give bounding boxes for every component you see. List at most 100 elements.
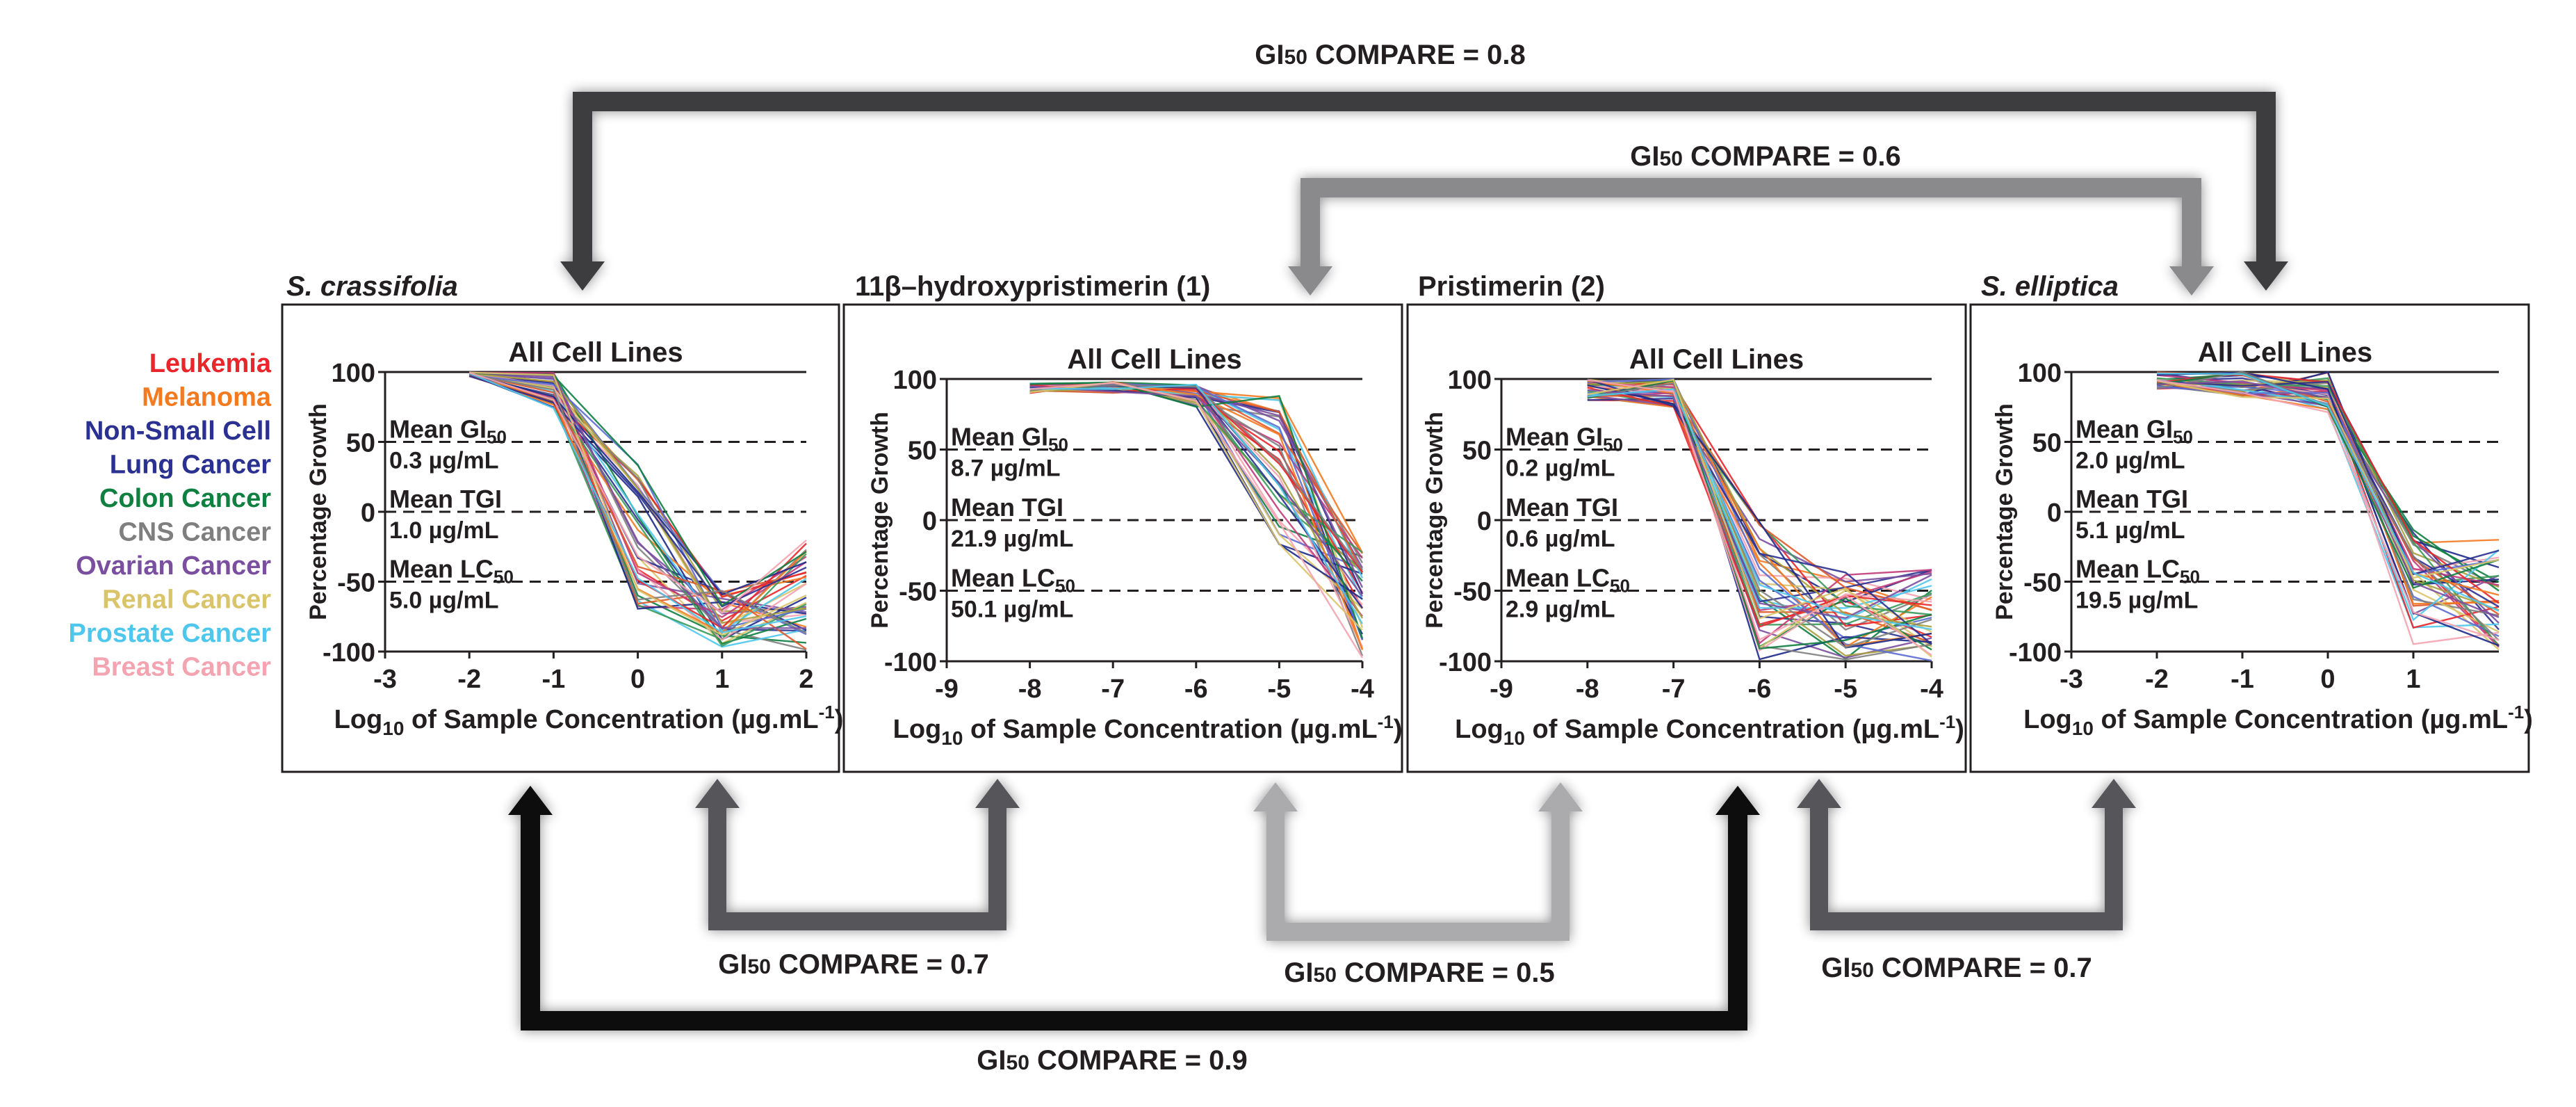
y-tick-label: 50 bbox=[2032, 429, 2062, 458]
x-tick-label: 0 bbox=[2320, 665, 2335, 694]
legend-item: Ovarian Cancer bbox=[76, 551, 271, 581]
x-axis-label: Log10 of Sample Concentration (µg.mL-1) bbox=[1455, 711, 1964, 749]
series-group bbox=[1029, 380, 1364, 658]
compare-label: GI50 COMPARE = 0.7 bbox=[1821, 953, 2092, 983]
cell-line-series bbox=[1587, 394, 1932, 583]
x-tick-label: -8 bbox=[1018, 674, 1042, 704]
cell-line-series bbox=[1029, 383, 1364, 624]
cell-line-series bbox=[2156, 380, 2500, 576]
x-tick-label: 0 bbox=[630, 665, 645, 694]
cell-line-series bbox=[1587, 389, 1932, 620]
cell-line-series bbox=[468, 371, 807, 614]
x-tick-label: 2 bbox=[799, 665, 813, 694]
series-group bbox=[2156, 371, 2500, 651]
y-tick-label: 0 bbox=[922, 507, 937, 536]
x-tick-label: 1 bbox=[715, 665, 729, 694]
annotation-name: Mean LC50 bbox=[2076, 555, 2200, 588]
legend-item: CNS Cancer bbox=[118, 518, 271, 547]
annotation-name: Mean LC50 bbox=[1506, 564, 1630, 597]
x-tick-label: -7 bbox=[1662, 674, 1686, 704]
chart-title: All Cell Lines bbox=[1067, 344, 1241, 375]
y-tick-label: 0 bbox=[361, 499, 375, 528]
annotation-value: 0.6 µg/mL bbox=[1506, 526, 1615, 552]
cell-line-series bbox=[468, 373, 807, 650]
legend-item: Prostate Cancer bbox=[69, 619, 272, 648]
compare-label: GI50 COMPARE = 0.5 bbox=[1284, 957, 1554, 988]
x-tick-label: -9 bbox=[935, 674, 959, 704]
cell-line-series bbox=[2156, 372, 2500, 612]
compare-arrow bbox=[1797, 779, 2136, 930]
annotation-name: Mean TGI bbox=[951, 493, 1063, 522]
x-tick-label: -6 bbox=[1748, 674, 1772, 704]
cell-line-series bbox=[1587, 379, 1932, 656]
annotation-value: 50.1 µg/mL bbox=[951, 597, 1073, 623]
y-tick-label: 100 bbox=[332, 359, 375, 388]
panel-label: S. elliptica bbox=[1981, 271, 2119, 302]
panel-label: 11β–hydroxypristimerin (1) bbox=[855, 271, 1210, 302]
panel-label: S. crassifolia bbox=[286, 271, 458, 302]
x-tick-label: -4 bbox=[1351, 674, 1374, 704]
chart-title: All Cell Lines bbox=[2198, 337, 2372, 368]
y-axis-label: Percentage Growth bbox=[867, 412, 893, 629]
legend-item: Renal Cancer bbox=[102, 585, 271, 615]
y-tick-label: -100 bbox=[884, 648, 937, 677]
annotation-value: 8.7 µg/mL bbox=[951, 455, 1061, 482]
x-tick-label: -9 bbox=[1490, 674, 1513, 704]
y-tick-label: -100 bbox=[2009, 638, 2062, 668]
cell-line-legend: Leukemia Melanoma Non-Small Cell Lung Cance… bbox=[69, 349, 272, 682]
x-tick-label: -1 bbox=[542, 665, 566, 694]
x-tick-label: -3 bbox=[373, 665, 397, 694]
annotation-name: Mean GI50 bbox=[951, 423, 1068, 455]
annotation-name: Mean TGI bbox=[2076, 485, 2188, 513]
y-tick-label: -50 bbox=[2023, 569, 2062, 598]
y-tick-label: 50 bbox=[908, 437, 937, 466]
cell-line-series bbox=[1587, 387, 1932, 628]
annotation-name: Mean GI50 bbox=[1506, 423, 1623, 455]
annotation-name: Mean TGI bbox=[389, 485, 502, 513]
annotation-name: Mean TGI bbox=[1506, 493, 1618, 522]
chart-title: All Cell Lines bbox=[508, 337, 683, 368]
annotation-value: 1.0 µg/mL bbox=[389, 517, 499, 544]
cell-line-series bbox=[1587, 378, 1932, 658]
y-tick-label: 0 bbox=[1477, 507, 1492, 536]
y-tick-label: 100 bbox=[1448, 366, 1492, 395]
cell-line-series bbox=[2156, 378, 2500, 622]
annotation-name: Mean LC50 bbox=[389, 555, 514, 588]
x-tick-label: -4 bbox=[1920, 674, 1943, 704]
cell-line-series bbox=[1587, 378, 1932, 662]
legend-item: Breast Cancer bbox=[92, 653, 271, 682]
y-tick-label: -100 bbox=[323, 638, 375, 668]
cell-line-series bbox=[1587, 395, 1932, 648]
annotation-value: 0.3 µg/mL bbox=[389, 448, 499, 474]
cell-line-series bbox=[1029, 382, 1364, 658]
compare-label: GI50 COMPARE = 0.9 bbox=[977, 1045, 1247, 1076]
y-tick-label: 50 bbox=[346, 429, 375, 458]
compare-arrow bbox=[695, 779, 1020, 930]
y-tick-label: -50 bbox=[899, 578, 937, 607]
y-axis-label: Percentage Growth bbox=[1991, 403, 2018, 620]
cell-line-series bbox=[468, 373, 807, 634]
y-axis-label: Percentage Growth bbox=[305, 403, 332, 620]
chart-panel: Pristimerin (2) All Cell Lines 100 50 0 -50 -1… bbox=[1406, 271, 1967, 773]
annotation-value: 19.5 µg/mL bbox=[2076, 588, 2198, 614]
compare-arrow bbox=[508, 786, 1760, 1031]
cell-line-series bbox=[1587, 384, 1932, 649]
compare-labels: GI50 COMPARE = 0.8 GI50 COMPARE = 0.6 GI50… bbox=[718, 40, 2092, 1076]
y-tick-label: -50 bbox=[337, 569, 375, 598]
annotation-value: 5.0 µg/mL bbox=[389, 588, 499, 614]
legend-item: Colon Cancer bbox=[99, 484, 271, 513]
cell-line-series bbox=[2156, 379, 2500, 641]
compare-arrow bbox=[1288, 178, 2214, 296]
cell-line-series bbox=[468, 372, 807, 633]
compare-arrows bbox=[508, 92, 2288, 1031]
legend-item: Leukemia bbox=[149, 349, 272, 378]
annotation-value: 21.9 µg/mL bbox=[951, 526, 1073, 552]
annotation-name: Mean LC50 bbox=[951, 564, 1075, 597]
x-axis-label: Log10 of Sample Concentration (µg.mL-1) bbox=[2023, 702, 2533, 739]
cell-line-series bbox=[469, 372, 807, 624]
panel-label: Pristimerin (2) bbox=[1418, 271, 1605, 302]
cell-line-series bbox=[1029, 381, 1364, 639]
